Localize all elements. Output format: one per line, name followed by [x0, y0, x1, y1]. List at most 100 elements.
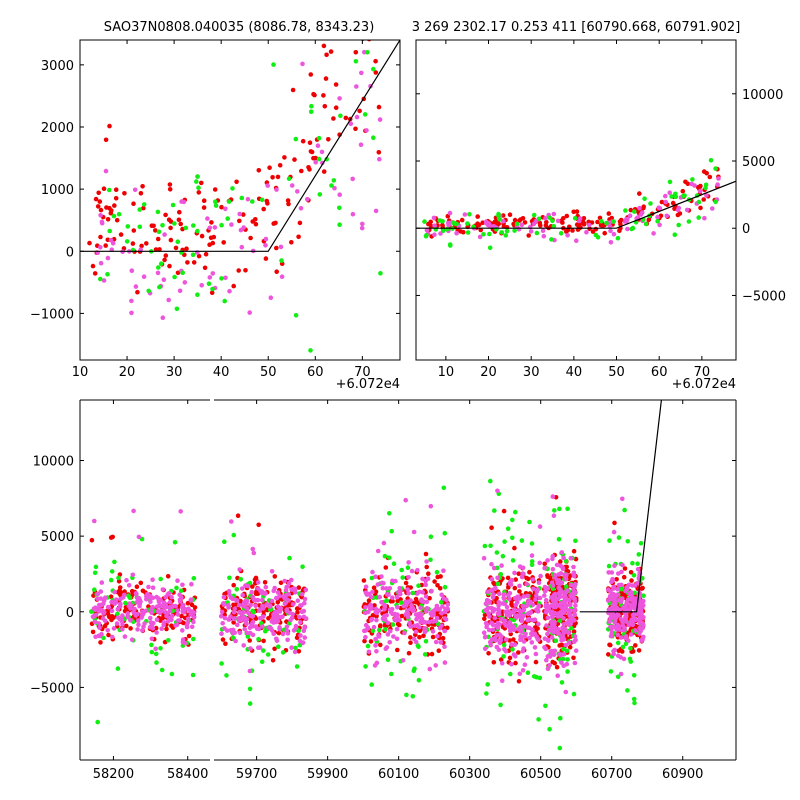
- bottom-point: [363, 634, 368, 640]
- bottom-point: [512, 570, 517, 576]
- top-left-point-green: [222, 298, 227, 304]
- bottom-point: [614, 577, 619, 582]
- top-left-point-magenta: [207, 225, 213, 231]
- bottom-point: [505, 526, 511, 531]
- bottom-point: [503, 609, 508, 615]
- top-left-point-green: [195, 292, 200, 298]
- bottom-point: [524, 581, 529, 587]
- bottom-point: [373, 606, 379, 612]
- bottom-point: [147, 593, 153, 599]
- top-left-point-magenta: [289, 183, 295, 188]
- top-left-point-magenta: [279, 274, 285, 280]
- bottom-point: [382, 613, 387, 619]
- bottom-point: [545, 558, 550, 563]
- bottom-point: [172, 540, 178, 545]
- bottom-point: [379, 600, 384, 605]
- bottom-point: [608, 624, 613, 630]
- bottom-point: [499, 678, 505, 683]
- bottom-point: [435, 633, 440, 639]
- bottom-point: [394, 615, 399, 621]
- bottom-point: [538, 573, 543, 579]
- bottom-point: [250, 594, 255, 600]
- bottom-point: [502, 618, 508, 623]
- bottom-point: [226, 588, 232, 594]
- top-left-point-magenta: [377, 156, 382, 162]
- bottom-point: [167, 605, 172, 610]
- bottom-point: [552, 572, 558, 578]
- top-right-point-green: [514, 221, 520, 227]
- bottom-point: [628, 605, 634, 610]
- bottom-point: [369, 575, 375, 581]
- bottom-point: [484, 597, 490, 603]
- bottom-point: [122, 589, 127, 594]
- top-left-point-green: [329, 183, 334, 188]
- bottom-point: [394, 626, 400, 632]
- bottom-point: [231, 582, 236, 588]
- top-left-point-green: [190, 252, 196, 258]
- bottom-point: [568, 582, 574, 588]
- bottom-point: [251, 610, 257, 615]
- bottom-point: [249, 589, 254, 595]
- top-right-point-magenta: [565, 233, 570, 238]
- bottom-point: [99, 631, 104, 637]
- bottom-point: [374, 617, 379, 623]
- bottom-point: [482, 616, 487, 622]
- bottom-point: [126, 583, 132, 588]
- bottom-point: [240, 592, 245, 598]
- bottom-point: [98, 603, 104, 608]
- bottom-point: [437, 586, 443, 591]
- top-left-ytick-label: 3000: [41, 59, 74, 74]
- top-left-point-red: [113, 187, 119, 192]
- top-right-point-magenta: [454, 230, 459, 236]
- top-left-point-magenta: [229, 222, 234, 227]
- bottom-point: [383, 565, 389, 570]
- top-left-point-red: [144, 241, 149, 246]
- top-right-point-red: [518, 217, 523, 222]
- top-left-point-magenta: [364, 128, 369, 133]
- bottom-point: [373, 574, 378, 579]
- top-right-point-magenta: [540, 228, 546, 233]
- bottom-point: [288, 617, 293, 623]
- bottom-point: [612, 563, 617, 568]
- bottom-point: [382, 606, 387, 612]
- top-left-point-red: [299, 168, 304, 174]
- bottom-point: [504, 604, 510, 610]
- top-right-point-green: [465, 221, 470, 226]
- top-left-point-red: [107, 123, 112, 129]
- top-left-point-magenta: [129, 310, 134, 316]
- bottom-point: [132, 606, 137, 612]
- bottom-point: [423, 582, 429, 588]
- bottom-point: [293, 645, 298, 651]
- bottom-point: [414, 591, 420, 596]
- top-right-point-green: [467, 212, 472, 217]
- bottom-point: [507, 596, 512, 602]
- bottom-point: [98, 640, 103, 645]
- top-left-point-green: [286, 176, 292, 181]
- bottom-point: [301, 628, 307, 634]
- bottom-point: [420, 589, 426, 595]
- bottom-point: [250, 584, 255, 589]
- top-right-point-magenta: [608, 240, 614, 245]
- bottom-point: [118, 601, 123, 607]
- top-right-point-green: [551, 224, 557, 229]
- top-left-point-red: [209, 220, 214, 225]
- bottom-point: [416, 583, 421, 588]
- top-right-point-red: [670, 200, 676, 206]
- bottom-point: [424, 599, 430, 605]
- bottom-point: [191, 576, 197, 581]
- bottom-point: [536, 603, 541, 608]
- top-left-plot: 10 20 30 40 50 60 70 −1000 0 1000 2000 3000: [30, 39, 401, 380]
- bottom-point: [149, 642, 154, 648]
- top-left-point-red: [196, 253, 202, 259]
- bottom-point: [294, 664, 300, 669]
- bottom-point: [616, 598, 622, 603]
- bottom-point: [167, 608, 173, 614]
- bottom-point: [123, 600, 128, 606]
- bottom-point: [370, 613, 376, 618]
- bottom-point: [422, 625, 427, 631]
- bottom-point: [263, 584, 269, 590]
- bottom-point: [417, 634, 422, 640]
- bottom-point: [482, 612, 488, 618]
- top-right-point-red: [581, 216, 587, 221]
- bottom-point: [97, 608, 102, 614]
